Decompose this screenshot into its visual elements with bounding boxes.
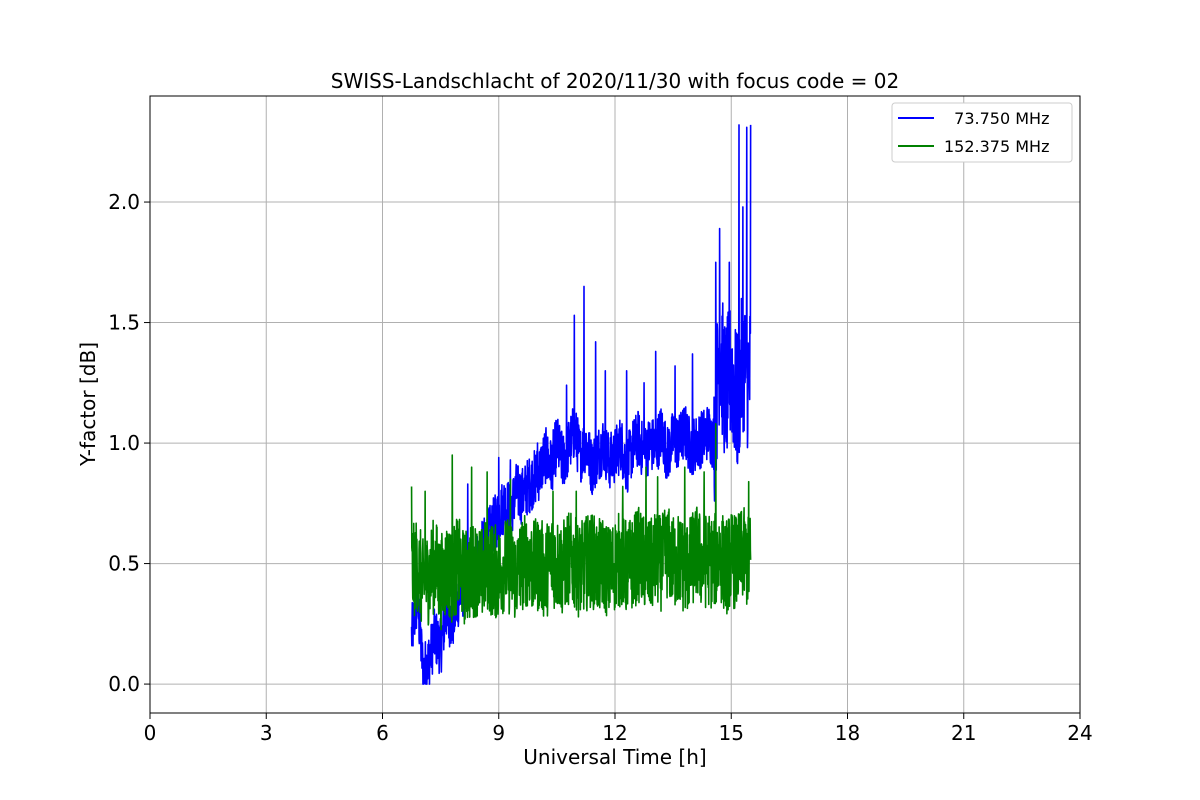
- y-tick-label: 0.5: [108, 552, 140, 576]
- legend-label-73750: 73.750 MHz: [944, 109, 1049, 128]
- x-tick-label: 12: [602, 721, 627, 745]
- legend: 73.750 MHz 152.375 MHz: [891, 102, 1073, 163]
- x-tick-label: 0: [144, 721, 157, 745]
- grid: [149, 96, 1081, 713]
- legend-box: [891, 102, 1073, 163]
- y-axis-label: Y-factor [dB]: [76, 342, 100, 467]
- series-line-152375-mhz: [410, 422, 752, 631]
- x-axis: 0 3 6 9 12 15 18 21 24: [144, 713, 1093, 745]
- y-axis: 0.0 0.5 1.0 1.5 2.0: [108, 190, 150, 696]
- y-tick-label: 1.5: [108, 311, 140, 335]
- x-tick-label: 3: [260, 721, 273, 745]
- x-tick-label: 21: [951, 721, 976, 745]
- y-tick-label: 1.0: [108, 431, 140, 455]
- chart-title: SWISS-Landschlacht of 2020/11/30 with fo…: [331, 69, 899, 93]
- y-tick-label: 2.0: [108, 190, 140, 214]
- y-tick-label: 0.0: [108, 672, 140, 696]
- x-tick-label: 6: [376, 721, 389, 745]
- series-layer: [410, 124, 752, 685]
- x-tick-label: 18: [835, 721, 860, 745]
- x-tick-label: 15: [719, 721, 744, 745]
- x-tick-label: 9: [492, 721, 505, 745]
- x-tick-label: 24: [1067, 721, 1092, 745]
- legend-label-152375: 152.375 MHz: [944, 137, 1049, 156]
- x-axis-label: Universal Time [h]: [523, 745, 706, 769]
